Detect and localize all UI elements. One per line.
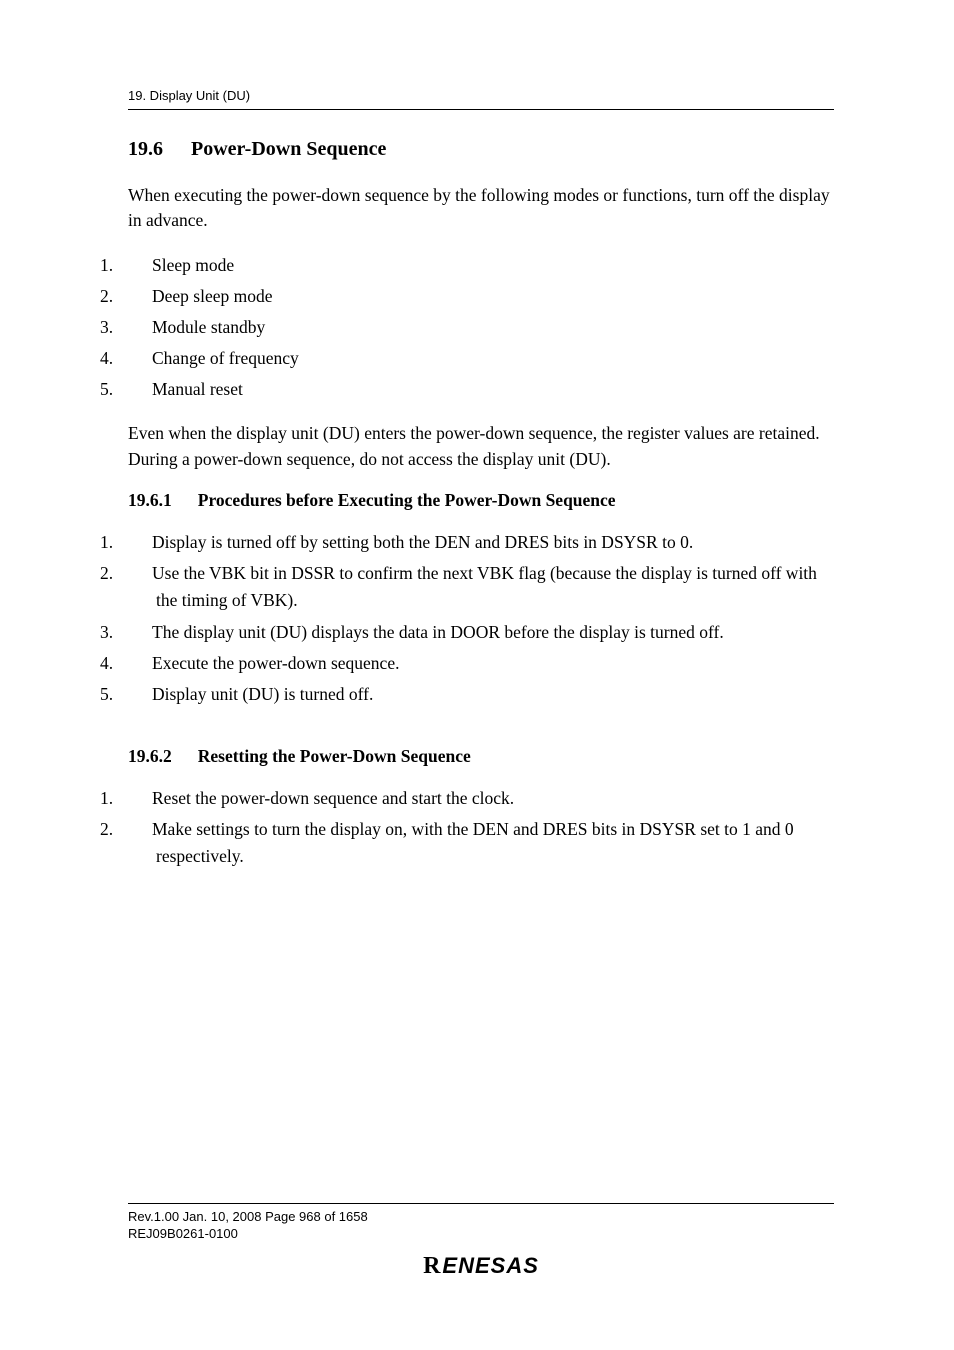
list-item: 1.Display is turned off by setting both … [128, 529, 834, 556]
list-item-text: Deep sleep mode [152, 286, 273, 306]
list-item: 2.Deep sleep mode [128, 283, 834, 310]
footer-line-1: Rev.1.00 Jan. 10, 2008 Page 968 of 1658 [128, 1208, 834, 1226]
list-item-text: Display is turned off by setting both th… [152, 532, 693, 552]
section-title: Power-Down Sequence [191, 138, 386, 160]
rule-bottom [128, 1203, 834, 1204]
list-item: 2.Make settings to turn the display on, … [128, 816, 834, 870]
list-item: 2.Use the VBK bit in DSSR to confirm the… [128, 560, 834, 614]
list-item-text: Use the VBK bit in DSSR to confirm the n… [152, 563, 817, 610]
list-item-text: Manual reset [152, 379, 243, 399]
section-number: 19.6 [128, 138, 163, 161]
list-item: 5.Manual reset [128, 376, 834, 403]
logo-text: ENESAS [442, 1253, 538, 1278]
list-item-text: The display unit (DU) displays the data … [152, 622, 724, 642]
list-item-text: Make settings to turn the display on, wi… [152, 819, 794, 866]
intro-paragraph: When executing the power-down sequence b… [128, 183, 834, 234]
subsection-heading: 19.6.2 Resetting the Power-Down Sequence [128, 746, 834, 767]
subsection-number: 19.6.1 [128, 490, 172, 511]
subsection-title: Resetting the Power-Down Sequence [198, 746, 471, 766]
subsection-number: 19.6.2 [128, 746, 172, 767]
list-item-text: Display unit (DU) is turned off. [152, 684, 373, 704]
subsection-title: Procedures before Executing the Power-Do… [198, 490, 616, 510]
modes-list: 1.Sleep mode 2.Deep sleep mode 3.Module … [128, 252, 834, 404]
list-item: 1.Reset the power-down sequence and star… [128, 785, 834, 812]
renesas-logo: RENESAS [128, 1253, 834, 1280]
list-item: 5.Display unit (DU) is turned off. [128, 681, 834, 708]
after-modes-paragraph: Even when the display unit (DU) enters t… [128, 421, 834, 472]
list-item: 3.Module standby [128, 314, 834, 341]
list-item: 4.Change of frequency [128, 345, 834, 372]
spacer [128, 726, 834, 738]
list-item-text: Reset the power-down sequence and start … [152, 788, 514, 808]
list-item-text: Execute the power-down sequence. [152, 653, 399, 673]
rule-top [128, 109, 834, 110]
list-item: 4.Execute the power-down sequence. [128, 650, 834, 677]
list-item: 3.The display unit (DU) displays the dat… [128, 619, 834, 646]
subsection-heading: 19.6.1 Procedures before Executing the Po… [128, 490, 834, 511]
procedure-list-1: 1.Display is turned off by setting both … [128, 529, 834, 708]
list-item-text: Change of frequency [152, 348, 299, 368]
page-footer: Rev.1.00 Jan. 10, 2008 Page 968 of 1658 … [128, 1203, 834, 1280]
running-head: 19. Display Unit (DU) [128, 88, 834, 103]
list-item: 1.Sleep mode [128, 252, 834, 279]
list-item-text: Sleep mode [152, 255, 234, 275]
footer-line-2: REJ09B0261-0100 [128, 1225, 834, 1243]
list-item-text: Module standby [152, 317, 265, 337]
section-heading: 19.6 Power-Down Sequence [128, 138, 834, 161]
procedure-list-2: 1.Reset the power-down sequence and star… [128, 785, 834, 870]
